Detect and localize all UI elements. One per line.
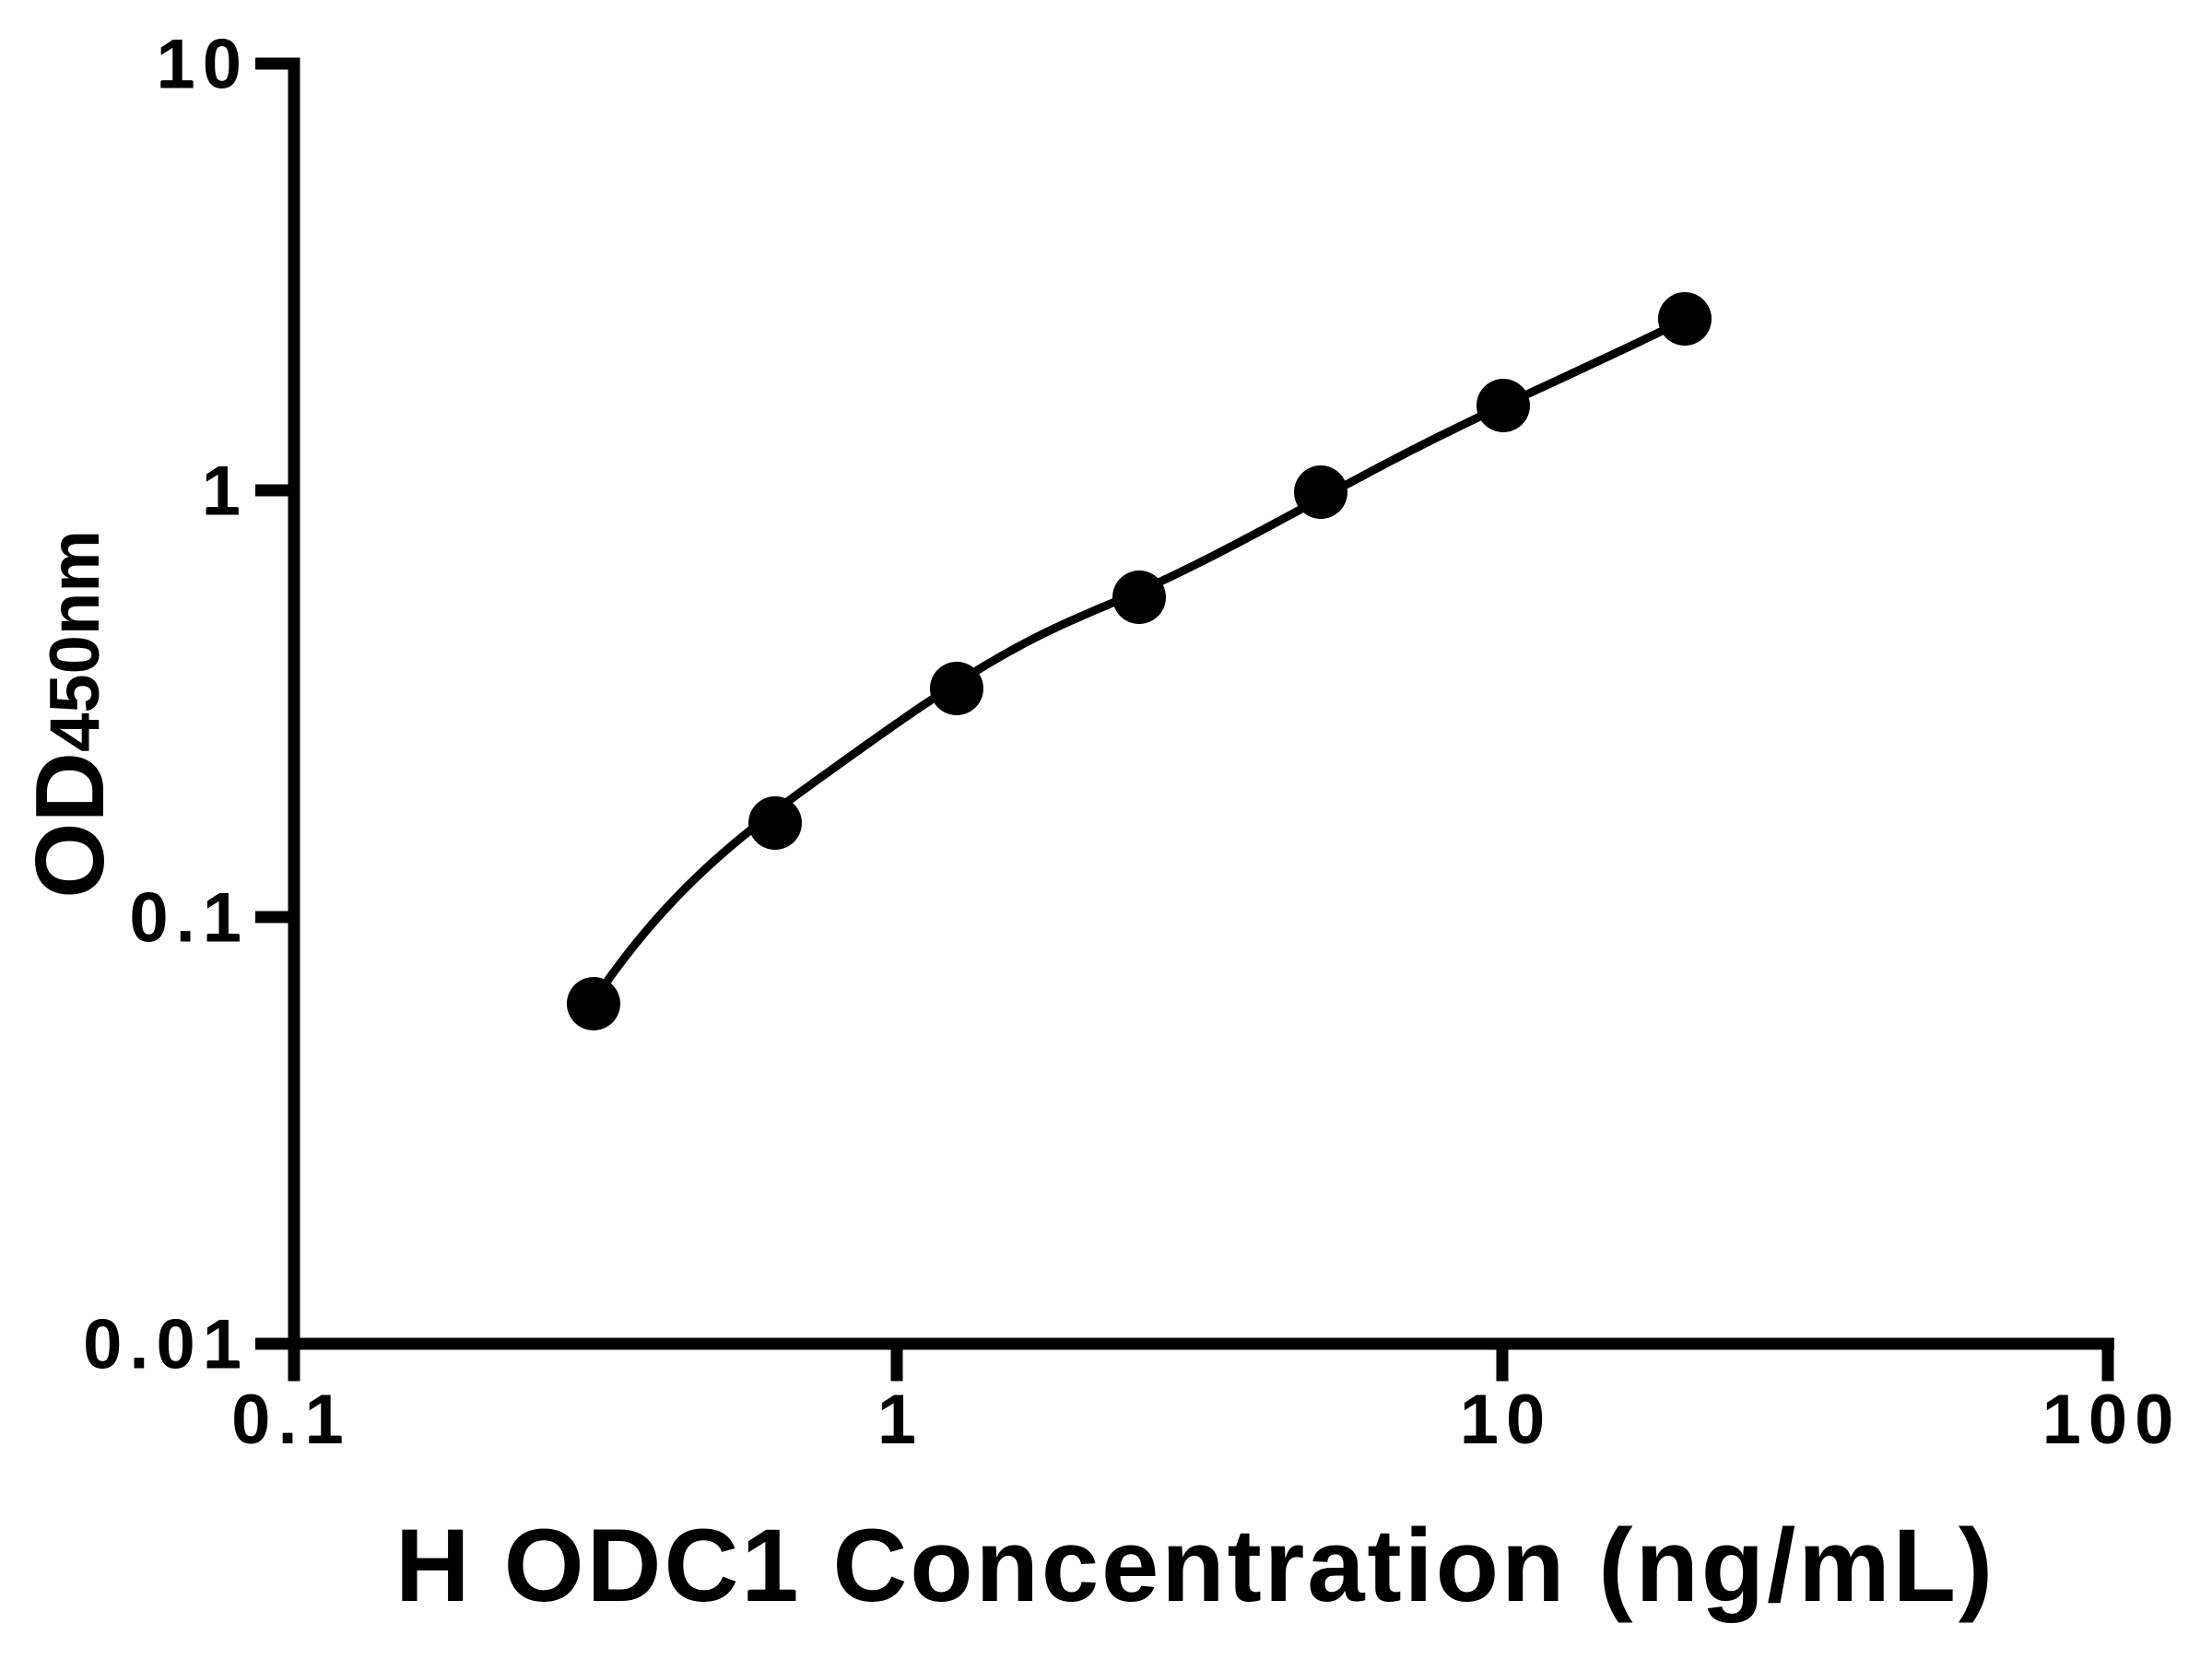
svg-text:1: 1 <box>877 1381 916 1459</box>
svg-text:0.1: 0.1 <box>129 879 249 958</box>
svg-text:1: 1 <box>202 453 241 531</box>
svg-text:10: 10 <box>156 26 249 104</box>
svg-text:H ODC1 Concentration (ng/mL): H ODC1 Concentration (ng/mL) <box>395 1508 1995 1623</box>
svg-text:0.01: 0.01 <box>83 1306 249 1384</box>
svg-text:0.1: 0.1 <box>231 1381 351 1459</box>
svg-text:OD450nm: OD450nm <box>16 530 124 899</box>
svg-text:100: 100 <box>2042 1381 2182 1459</box>
svg-text:10: 10 <box>1460 1381 1553 1459</box>
